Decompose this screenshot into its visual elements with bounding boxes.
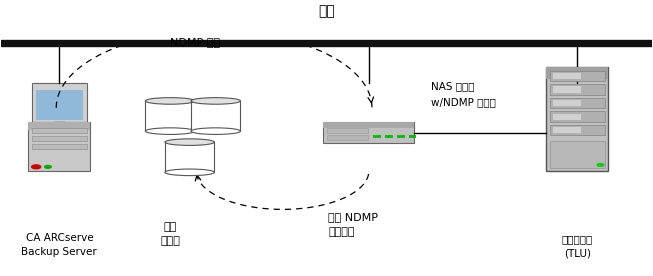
Bar — [146, 101, 195, 131]
Bar — [553, 86, 581, 93]
Ellipse shape — [165, 139, 214, 145]
Ellipse shape — [146, 128, 195, 134]
Bar — [553, 113, 581, 120]
Circle shape — [597, 164, 604, 166]
Text: w/NDMP 伺服器: w/NDMP 伺服器 — [431, 97, 496, 107]
Ellipse shape — [146, 98, 195, 104]
Ellipse shape — [165, 169, 214, 176]
Bar — [31, 136, 87, 141]
Bar — [31, 144, 87, 149]
Bar — [327, 128, 368, 133]
Text: 資料: 資料 — [163, 222, 177, 232]
Bar — [553, 73, 581, 79]
Text: NDMP 指令: NDMP 指令 — [170, 37, 219, 47]
Text: 磁碟區: 磁碟區 — [160, 236, 180, 246]
Bar — [374, 135, 381, 138]
Bar — [49, 124, 70, 126]
Bar — [397, 135, 405, 138]
Bar — [31, 128, 87, 133]
Circle shape — [44, 165, 51, 168]
Text: NAS 伺服器: NAS 伺服器 — [431, 81, 474, 91]
Bar — [165, 142, 214, 172]
Bar — [547, 67, 609, 79]
Text: 網路: 網路 — [318, 5, 335, 19]
Circle shape — [31, 165, 40, 169]
Bar — [550, 98, 605, 108]
Bar — [553, 127, 581, 133]
Bar — [409, 135, 417, 138]
Text: 本機 NDMP: 本機 NDMP — [328, 212, 378, 222]
Text: CA ARCserve: CA ARCserve — [25, 233, 93, 243]
Bar — [35, 90, 83, 120]
Text: (TLU): (TLU) — [564, 248, 591, 258]
Bar — [385, 135, 393, 138]
Bar — [191, 101, 240, 131]
Bar — [323, 122, 415, 128]
Ellipse shape — [191, 98, 240, 104]
Ellipse shape — [191, 128, 240, 134]
Text: Backup Server: Backup Server — [22, 247, 97, 257]
Bar — [547, 67, 609, 171]
Bar — [553, 100, 581, 106]
Bar — [550, 71, 605, 81]
Bar — [550, 125, 605, 136]
Bar — [31, 83, 87, 121]
Bar — [28, 121, 90, 171]
Bar — [323, 122, 415, 143]
Bar — [550, 141, 605, 168]
Text: 資料路徑: 資料路徑 — [328, 227, 355, 237]
Bar — [28, 121, 90, 131]
Text: 磁帶櫃單元: 磁帶櫃單元 — [562, 235, 593, 245]
Bar — [550, 84, 605, 95]
Bar — [1, 40, 652, 46]
Bar — [550, 112, 605, 122]
Bar — [54, 121, 65, 125]
Bar — [327, 135, 368, 140]
